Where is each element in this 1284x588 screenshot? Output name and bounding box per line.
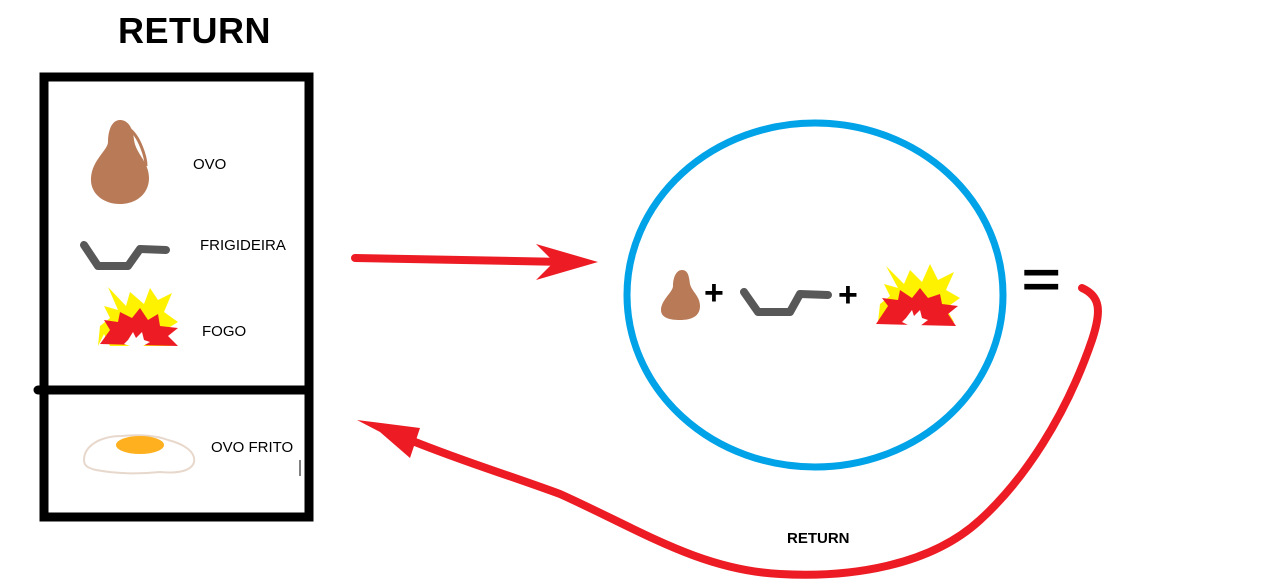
egg-icon (90, 120, 149, 204)
ingredient-label-ovo: OVO (193, 156, 227, 173)
ingredients-box (33, 72, 314, 522)
fire-icon (98, 287, 178, 346)
ingredient-label-fogo: FOGO (202, 323, 247, 340)
fried-egg-icon (82, 434, 196, 475)
process-circle (623, 119, 1007, 471)
forward-arrow (351, 244, 598, 280)
fire-icon (876, 264, 960, 326)
plus-operator-1: + (704, 274, 724, 312)
diagram-title: RETURN (118, 10, 271, 51)
result-label: OVO FRITO (211, 439, 294, 456)
frying-pan-icon (740, 288, 832, 316)
frying-pan-icon (80, 241, 170, 270)
return-arrow (357, 284, 1102, 579)
egg-icon (661, 270, 700, 320)
plus-operator-2: + (838, 276, 858, 314)
ingredient-label-frigideira: FRIGIDEIRA (200, 237, 286, 254)
equals-operator: = (1021, 251, 1061, 309)
return-arrow-label: RETURN (787, 530, 850, 547)
